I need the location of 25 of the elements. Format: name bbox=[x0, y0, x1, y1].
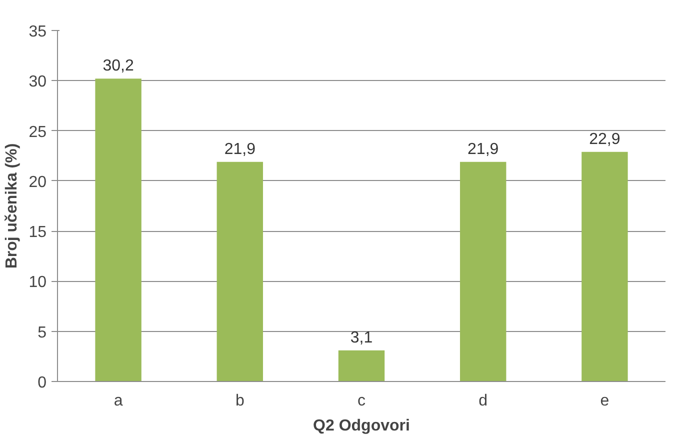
bar bbox=[460, 162, 506, 382]
x-tick-label: c bbox=[358, 392, 366, 410]
data-label: 22,9 bbox=[589, 130, 620, 148]
y-tick-label: 5 bbox=[38, 324, 47, 342]
y-tick-label: 0 bbox=[38, 374, 47, 392]
data-label: 30,2 bbox=[102, 58, 134, 75]
y-tick-label: 25 bbox=[28, 124, 47, 141]
y-tick-label: 10 bbox=[28, 274, 47, 292]
x-tick-label: a bbox=[114, 392, 123, 410]
x-tick-label: e bbox=[600, 392, 610, 410]
data-label: 21,9 bbox=[468, 140, 499, 158]
y-tick-label: 20 bbox=[28, 174, 47, 191]
bar bbox=[582, 152, 628, 382]
bar bbox=[95, 78, 142, 382]
y-tick-label: 30 bbox=[28, 74, 47, 91]
bar bbox=[216, 162, 264, 382]
data-label: 3,1 bbox=[350, 329, 373, 346]
x-axis-title: Q2 Odgovori bbox=[313, 418, 410, 434]
x-tick-label: b bbox=[235, 392, 244, 410]
y-tick-label: 35 bbox=[28, 24, 47, 40]
x-tick-label: d bbox=[478, 392, 488, 410]
y-axis-title: Broj učenika (%) bbox=[4, 143, 21, 269]
bar bbox=[338, 350, 385, 382]
data-label: 21,9 bbox=[224, 140, 256, 158]
y-tick-label: 15 bbox=[28, 224, 47, 242]
